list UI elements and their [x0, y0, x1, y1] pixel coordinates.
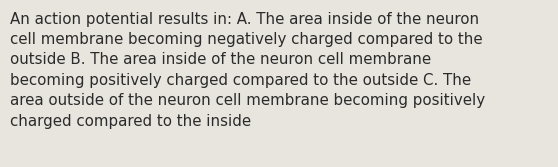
- Text: An action potential results in: A. The area inside of the neuron
cell membrane b: An action potential results in: A. The a…: [10, 12, 485, 129]
